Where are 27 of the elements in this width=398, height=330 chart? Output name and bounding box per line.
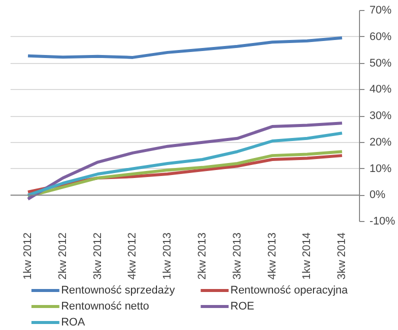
legend-label: Rentowność sprzedaży	[61, 284, 176, 296]
x-tick-label: 3kw 2012	[92, 232, 104, 280]
x-tick-label: 1kw 2013	[162, 232, 174, 280]
y-tick-label: 70%	[370, 4, 392, 16]
legend-label: ROE	[230, 300, 254, 312]
x-tick-label: 1kw 2012	[22, 232, 34, 280]
x-tick-label: 2kw 2013	[196, 232, 208, 280]
line-series	[26, 132, 344, 197]
line-series	[26, 122, 344, 201]
x-tick-label: 1kw 2014	[301, 232, 314, 280]
x-tick-label: 2kw 2012	[56, 232, 69, 280]
y-tick-label: 50%	[370, 57, 392, 70]
legend-label: Rentowność operacyjna	[230, 284, 349, 296]
x-tick-label: 3kw 2014	[336, 232, 348, 280]
y-tick-label: 60%	[370, 30, 392, 43]
y-tick-label: 10%	[370, 162, 392, 175]
x-tick-label: 3kw 2013	[231, 232, 244, 280]
x-tick-label: 4kw 2013	[266, 232, 278, 280]
legend-label: ROA	[61, 316, 86, 328]
legend-label: Rentowność netto	[61, 300, 150, 312]
y-tick-label: -10%	[370, 216, 396, 228]
y-tick-label: 30%	[370, 110, 392, 122]
x-tick-label: 4kw 2012	[126, 232, 139, 280]
y-tick-label: 40%	[370, 84, 392, 96]
y-tick-label: 20%	[370, 136, 392, 148]
line-series	[26, 36, 344, 59]
y-tick-label: 0%	[370, 189, 386, 202]
